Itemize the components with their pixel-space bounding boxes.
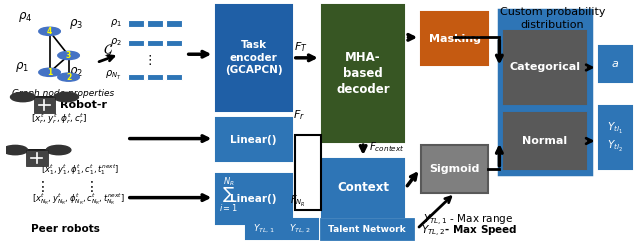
FancyBboxPatch shape xyxy=(421,145,488,193)
Text: $F_{context}$: $F_{context}$ xyxy=(369,141,404,154)
Text: Sigmoid: Sigmoid xyxy=(429,164,480,174)
Bar xyxy=(166,74,182,80)
Text: $\vdots$: $\vdots$ xyxy=(84,179,93,194)
FancyBboxPatch shape xyxy=(599,46,632,82)
Text: MHA-
based
decoder: MHA- based decoder xyxy=(337,51,390,96)
Text: $Y_{TL,2}$- Max Speed: $Y_{TL,2}$- Max Speed xyxy=(421,224,518,239)
Text: $\rho_1$: $\rho_1$ xyxy=(110,17,122,29)
Text: 2: 2 xyxy=(66,73,71,82)
Bar xyxy=(128,74,144,80)
Text: $[x_1^t, y_1^t, \phi_1^t, c_1^t, t_1^{next}]$: $[x_1^t, y_1^t, \phi_1^t, c_1^t, t_1^{ne… xyxy=(42,162,120,177)
Text: Linear(): Linear() xyxy=(230,194,277,204)
Circle shape xyxy=(46,145,71,155)
Circle shape xyxy=(3,145,28,155)
Bar xyxy=(166,20,182,27)
Text: Normal: Normal xyxy=(522,136,568,146)
Text: Task
encoder
(GCAPCN): Task encoder (GCAPCN) xyxy=(225,40,282,75)
FancyBboxPatch shape xyxy=(499,10,591,174)
Bar xyxy=(147,40,163,46)
Text: Masking: Masking xyxy=(429,33,481,44)
Text: Graph node properties: Graph node properties xyxy=(12,89,115,98)
FancyBboxPatch shape xyxy=(216,118,292,161)
FancyBboxPatch shape xyxy=(504,113,586,169)
FancyBboxPatch shape xyxy=(283,219,317,239)
Text: $\rho_2$: $\rho_2$ xyxy=(110,36,122,48)
Text: $\sum_{i=1}^{N_R}$: $\sum_{i=1}^{N_R}$ xyxy=(220,175,238,215)
Text: Robot-r: Robot-r xyxy=(60,100,107,110)
Text: $[x_r^t, y_r^t, \phi_r^t, c_r^t]$: $[x_r^t, y_r^t, \phi_r^t, c_r^t]$ xyxy=(31,111,87,126)
Text: $Y_{TL,2}$: $Y_{TL,2}$ xyxy=(289,223,311,235)
Bar xyxy=(128,40,144,46)
Text: $\rho_1$: $\rho_1$ xyxy=(15,60,29,74)
Bar xyxy=(147,20,163,27)
Text: $F_r$: $F_r$ xyxy=(294,108,305,122)
Text: $\rho_2$: $\rho_2$ xyxy=(69,65,83,79)
Circle shape xyxy=(54,92,79,102)
Text: Custom probability
distribution: Custom probability distribution xyxy=(500,7,605,30)
Text: Peer robots: Peer robots xyxy=(31,224,99,234)
Circle shape xyxy=(39,27,60,35)
Bar xyxy=(128,20,144,27)
Text: $Y_{TL,1}$: $Y_{TL,1}$ xyxy=(253,223,274,235)
Bar xyxy=(147,74,163,80)
FancyBboxPatch shape xyxy=(216,5,292,111)
Text: $\vdots$: $\vdots$ xyxy=(35,179,44,194)
Text: 3: 3 xyxy=(66,51,71,60)
Text: 4: 4 xyxy=(47,27,52,36)
Text: Categorical: Categorical xyxy=(509,62,580,73)
Bar xyxy=(26,150,48,166)
Circle shape xyxy=(58,51,79,60)
FancyBboxPatch shape xyxy=(322,159,404,217)
Text: $\rho_4$: $\rho_4$ xyxy=(19,10,33,24)
FancyBboxPatch shape xyxy=(322,5,404,142)
FancyBboxPatch shape xyxy=(599,106,632,169)
Circle shape xyxy=(39,68,60,76)
FancyBboxPatch shape xyxy=(321,219,413,239)
Text: Context: Context xyxy=(337,181,389,194)
FancyBboxPatch shape xyxy=(216,174,292,224)
Text: Talent Network: Talent Network xyxy=(328,225,406,234)
Text: $\rho_3$: $\rho_3$ xyxy=(69,17,83,31)
Text: $\mathcal{G}$: $\mathcal{G}$ xyxy=(104,42,113,58)
Text: $Y_{tl_1}$
$Y_{tl_2}$: $Y_{tl_1}$ $Y_{tl_2}$ xyxy=(607,121,623,154)
Bar xyxy=(34,97,55,113)
Text: $[x_{N_R}^t, y_{N_R}^t, \phi_{N_R}^t, c_{N_R}^t, t_{N_R}^{next}]$: $[x_{N_R}^t, y_{N_R}^t, \phi_{N_R}^t, c_… xyxy=(32,191,125,207)
Bar xyxy=(166,40,182,46)
FancyBboxPatch shape xyxy=(246,219,281,239)
Text: $\rho_{N_T}$: $\rho_{N_T}$ xyxy=(105,69,122,82)
Text: $F_{N_R}$: $F_{N_R}$ xyxy=(291,194,306,209)
FancyBboxPatch shape xyxy=(504,31,586,104)
Circle shape xyxy=(58,73,79,81)
Text: Linear(): Linear() xyxy=(230,135,277,145)
Bar xyxy=(296,135,321,210)
Text: $\vdots$: $\vdots$ xyxy=(143,53,152,67)
Text: $F_T$: $F_T$ xyxy=(294,41,308,54)
Text: $a$: $a$ xyxy=(611,59,620,69)
Text: 1: 1 xyxy=(47,68,52,77)
FancyBboxPatch shape xyxy=(421,12,488,65)
Text: $Y_{TL,1}$ - Max range: $Y_{TL,1}$ - Max range xyxy=(423,213,513,228)
Circle shape xyxy=(10,92,35,102)
